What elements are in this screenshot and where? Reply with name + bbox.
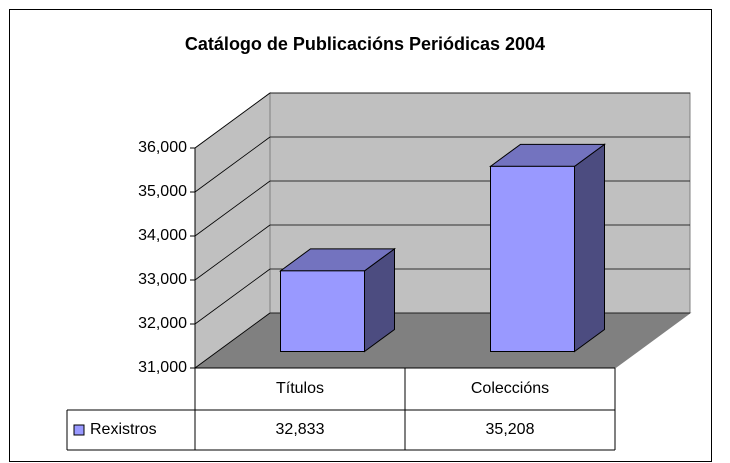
grid-line — [194, 268, 271, 325]
y-tick-label: 33,000 — [138, 271, 187, 288]
y-tick-label: 32,000 — [138, 315, 187, 332]
legend-swatch — [73, 424, 85, 436]
grid-line — [194, 312, 271, 369]
y-tick-label: 34,000 — [138, 227, 187, 244]
y-tick-label: 36,000 — [138, 139, 187, 156]
data-label: 35,208 — [486, 421, 535, 438]
legend-label: Rexistros — [90, 421, 157, 438]
grid-line — [194, 180, 271, 237]
data-label: 32,833 — [276, 421, 325, 438]
grid-line — [194, 136, 271, 193]
bar — [490, 165, 575, 352]
x-tick-label: Títulos — [276, 380, 324, 397]
floor — [193, 312, 692, 369]
grid-line — [194, 224, 271, 281]
grid-line — [194, 92, 271, 149]
x-tick-label: Coleccións — [471, 380, 549, 397]
y-tick-label: 31,000 — [138, 359, 187, 376]
y-tick-label: 35,000 — [138, 183, 187, 200]
bar — [280, 270, 365, 352]
chart-title: Catálogo de Publicacións Periódicas 2004 — [185, 34, 545, 54]
bar-side — [574, 143, 605, 353]
